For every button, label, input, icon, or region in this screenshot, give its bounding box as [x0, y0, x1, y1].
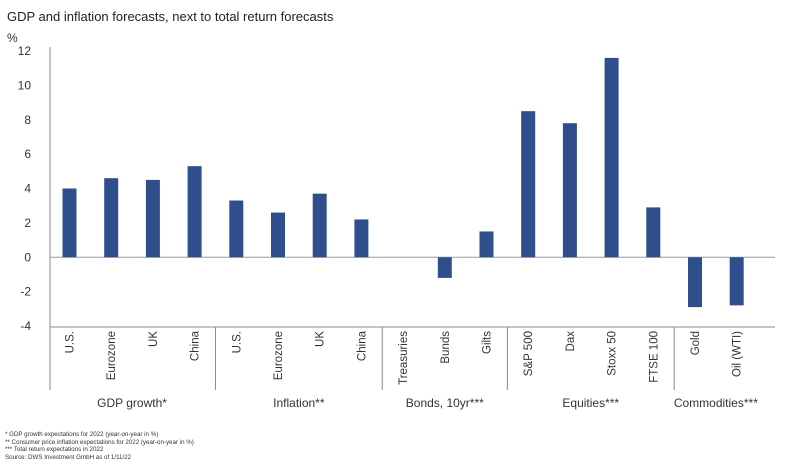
bar	[646, 207, 661, 258]
y-tick-label: -2	[20, 285, 31, 299]
category-label: Eurozone	[273, 331, 285, 380]
category-label: UK	[148, 331, 160, 347]
footnote-total-return: *** Total return expectations in 2022	[5, 446, 104, 454]
bar	[229, 200, 244, 258]
group-label: Equities***	[562, 396, 619, 410]
y-tick-label: 6	[24, 147, 31, 161]
y-tick-label: 2	[24, 216, 31, 230]
bar	[604, 57, 619, 258]
y-tick-label: -4	[20, 319, 31, 333]
bar	[312, 193, 327, 258]
bar	[521, 111, 536, 258]
bar	[62, 188, 77, 258]
category-label: U.S.	[231, 331, 243, 353]
y-tick-label: 12	[18, 44, 32, 58]
category-label: S&P 500	[523, 331, 535, 376]
footnote-source: Source: DWS Investment GmbH as of 1/11/2…	[5, 453, 132, 461]
bar	[562, 123, 577, 258]
category-label: Oil (WTI)	[732, 331, 744, 377]
footnote-gdp: * GDP growth expectations for 2022 (year…	[5, 431, 159, 438]
category-label: China	[190, 330, 202, 361]
bar	[104, 178, 119, 258]
y-tick-label: 8	[24, 113, 31, 127]
category-label: Stoxx 50	[607, 331, 619, 376]
bar	[271, 212, 285, 258]
bar	[729, 257, 744, 306]
bar	[437, 257, 452, 278]
footnote-inflation: ** Consumer price inflation expectations…	[5, 438, 194, 446]
bar	[354, 219, 369, 258]
category-label: Treasuries	[398, 331, 410, 385]
bar	[187, 166, 202, 258]
bar	[145, 179, 160, 258]
bar-chart: 12 10 8 6 4 2 0 -2 -4 U.S. Eurozone UK China GDP grow…	[18, 44, 775, 410]
bar	[479, 231, 494, 258]
category-label: FTSE 100	[648, 331, 660, 383]
footnotes: * GDP growth expectations for 2022 (year…	[5, 431, 194, 461]
group-label: GDP growth*	[97, 396, 167, 410]
category-label: U.S.	[65, 331, 77, 353]
category-label: UK	[315, 331, 327, 347]
y-tick-label: 4	[24, 182, 31, 196]
bar	[688, 257, 702, 308]
group-label: Inflation**	[273, 396, 325, 410]
y-axis-unit: %	[7, 31, 18, 45]
y-tick-label: 10	[18, 78, 32, 92]
category-label: Dax	[565, 331, 577, 352]
group-label: Bonds, 10yr***	[406, 396, 484, 410]
category-label: Gold	[690, 331, 702, 355]
y-tick-label: 0	[24, 250, 31, 264]
category-label: Eurozone	[106, 331, 118, 380]
category-label: Gilts	[482, 331, 494, 354]
group-label: Commodities***	[674, 396, 758, 410]
category-label: China	[356, 330, 368, 361]
category-label: Bunds	[440, 331, 452, 364]
chart-title: GDP and inflation forecasts, next to tot…	[7, 9, 334, 24]
